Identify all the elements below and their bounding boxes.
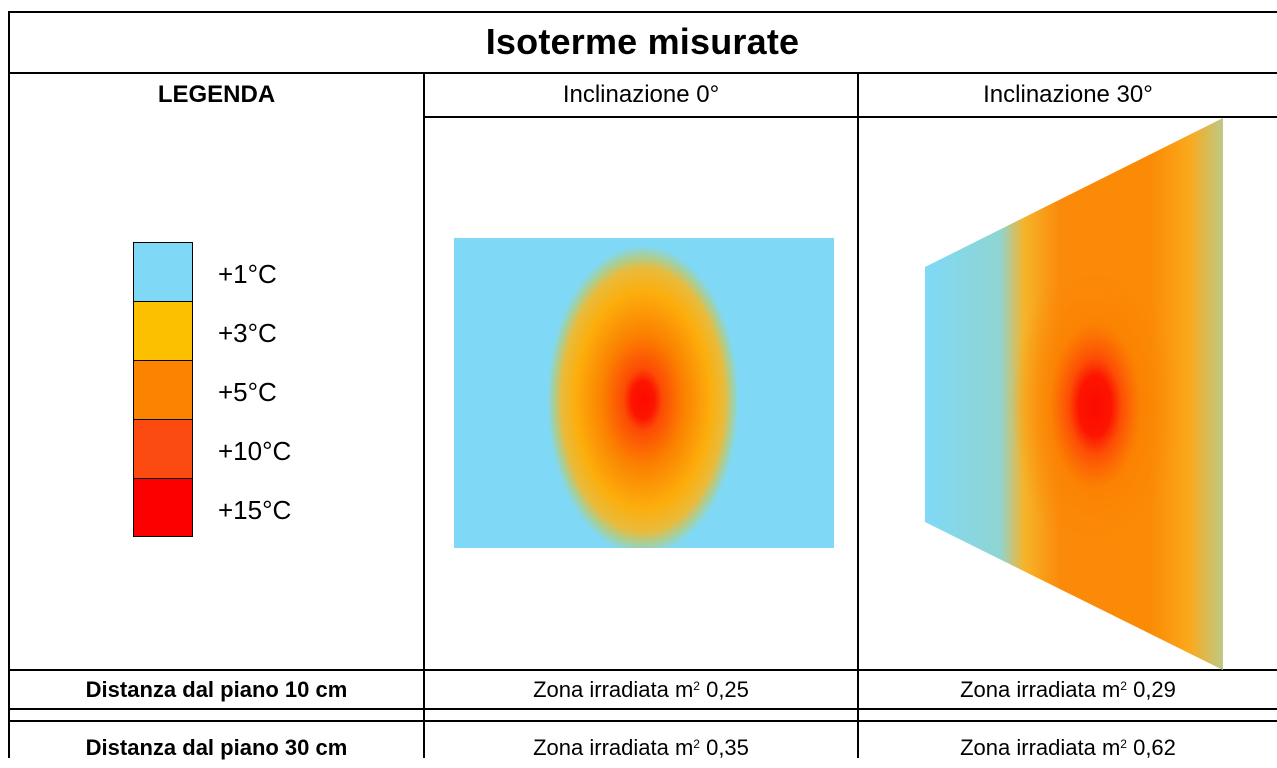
legend-label: +1°C xyxy=(218,259,277,289)
zone-label: Zona irradiata m xyxy=(533,676,694,702)
column-divider-1 xyxy=(423,72,425,758)
legend-swatch xyxy=(133,360,193,419)
heat-gradient-0-deg xyxy=(454,238,834,548)
title-divider xyxy=(8,72,1277,74)
legend-swatch xyxy=(133,478,193,537)
header-divider xyxy=(424,116,1277,118)
zone-value: 0,35 xyxy=(699,735,749,760)
row-divider-2 xyxy=(8,708,1277,710)
zone-label: Zona irradiata m xyxy=(960,735,1121,760)
table-border-top xyxy=(8,11,1277,13)
legend-swatch xyxy=(133,242,193,301)
column-header-0-deg: Inclinazione 0° xyxy=(562,81,720,108)
isotherm-map-30-deg xyxy=(925,118,1223,670)
table-border-left xyxy=(8,11,10,758)
zone-value: 0,25 xyxy=(699,676,749,702)
column-header-30-deg: Inclinazione 30° xyxy=(983,81,1153,108)
zone-value: 0,29 xyxy=(1126,676,1176,702)
legend-header: LEGENDA xyxy=(157,81,276,108)
legend-label: +3°C xyxy=(218,318,277,348)
row-distance-10cm: Distanza dal piano 10 cm xyxy=(85,676,348,702)
heat-core-30-deg xyxy=(925,118,1223,670)
legend-swatch xyxy=(133,419,193,478)
zone-label: Zona irradiata m xyxy=(960,676,1121,702)
column-divider-2 xyxy=(857,72,859,758)
legend-label: +10°C xyxy=(218,436,292,466)
isotherm-map-0-deg xyxy=(454,238,834,548)
row-divider-3 xyxy=(8,720,1277,722)
zone-label: Zona irradiata m xyxy=(533,735,694,760)
row-distance-30cm: Distanza dal piano 30 cm xyxy=(85,735,348,760)
legend-swatch xyxy=(133,301,193,360)
legend-label: +5°C xyxy=(218,377,277,407)
table-title: Isoterme misurate xyxy=(485,21,800,62)
legend-label: +15°C xyxy=(218,495,292,525)
zone-value: 0,62 xyxy=(1126,735,1176,760)
row-divider-1 xyxy=(8,669,1277,671)
